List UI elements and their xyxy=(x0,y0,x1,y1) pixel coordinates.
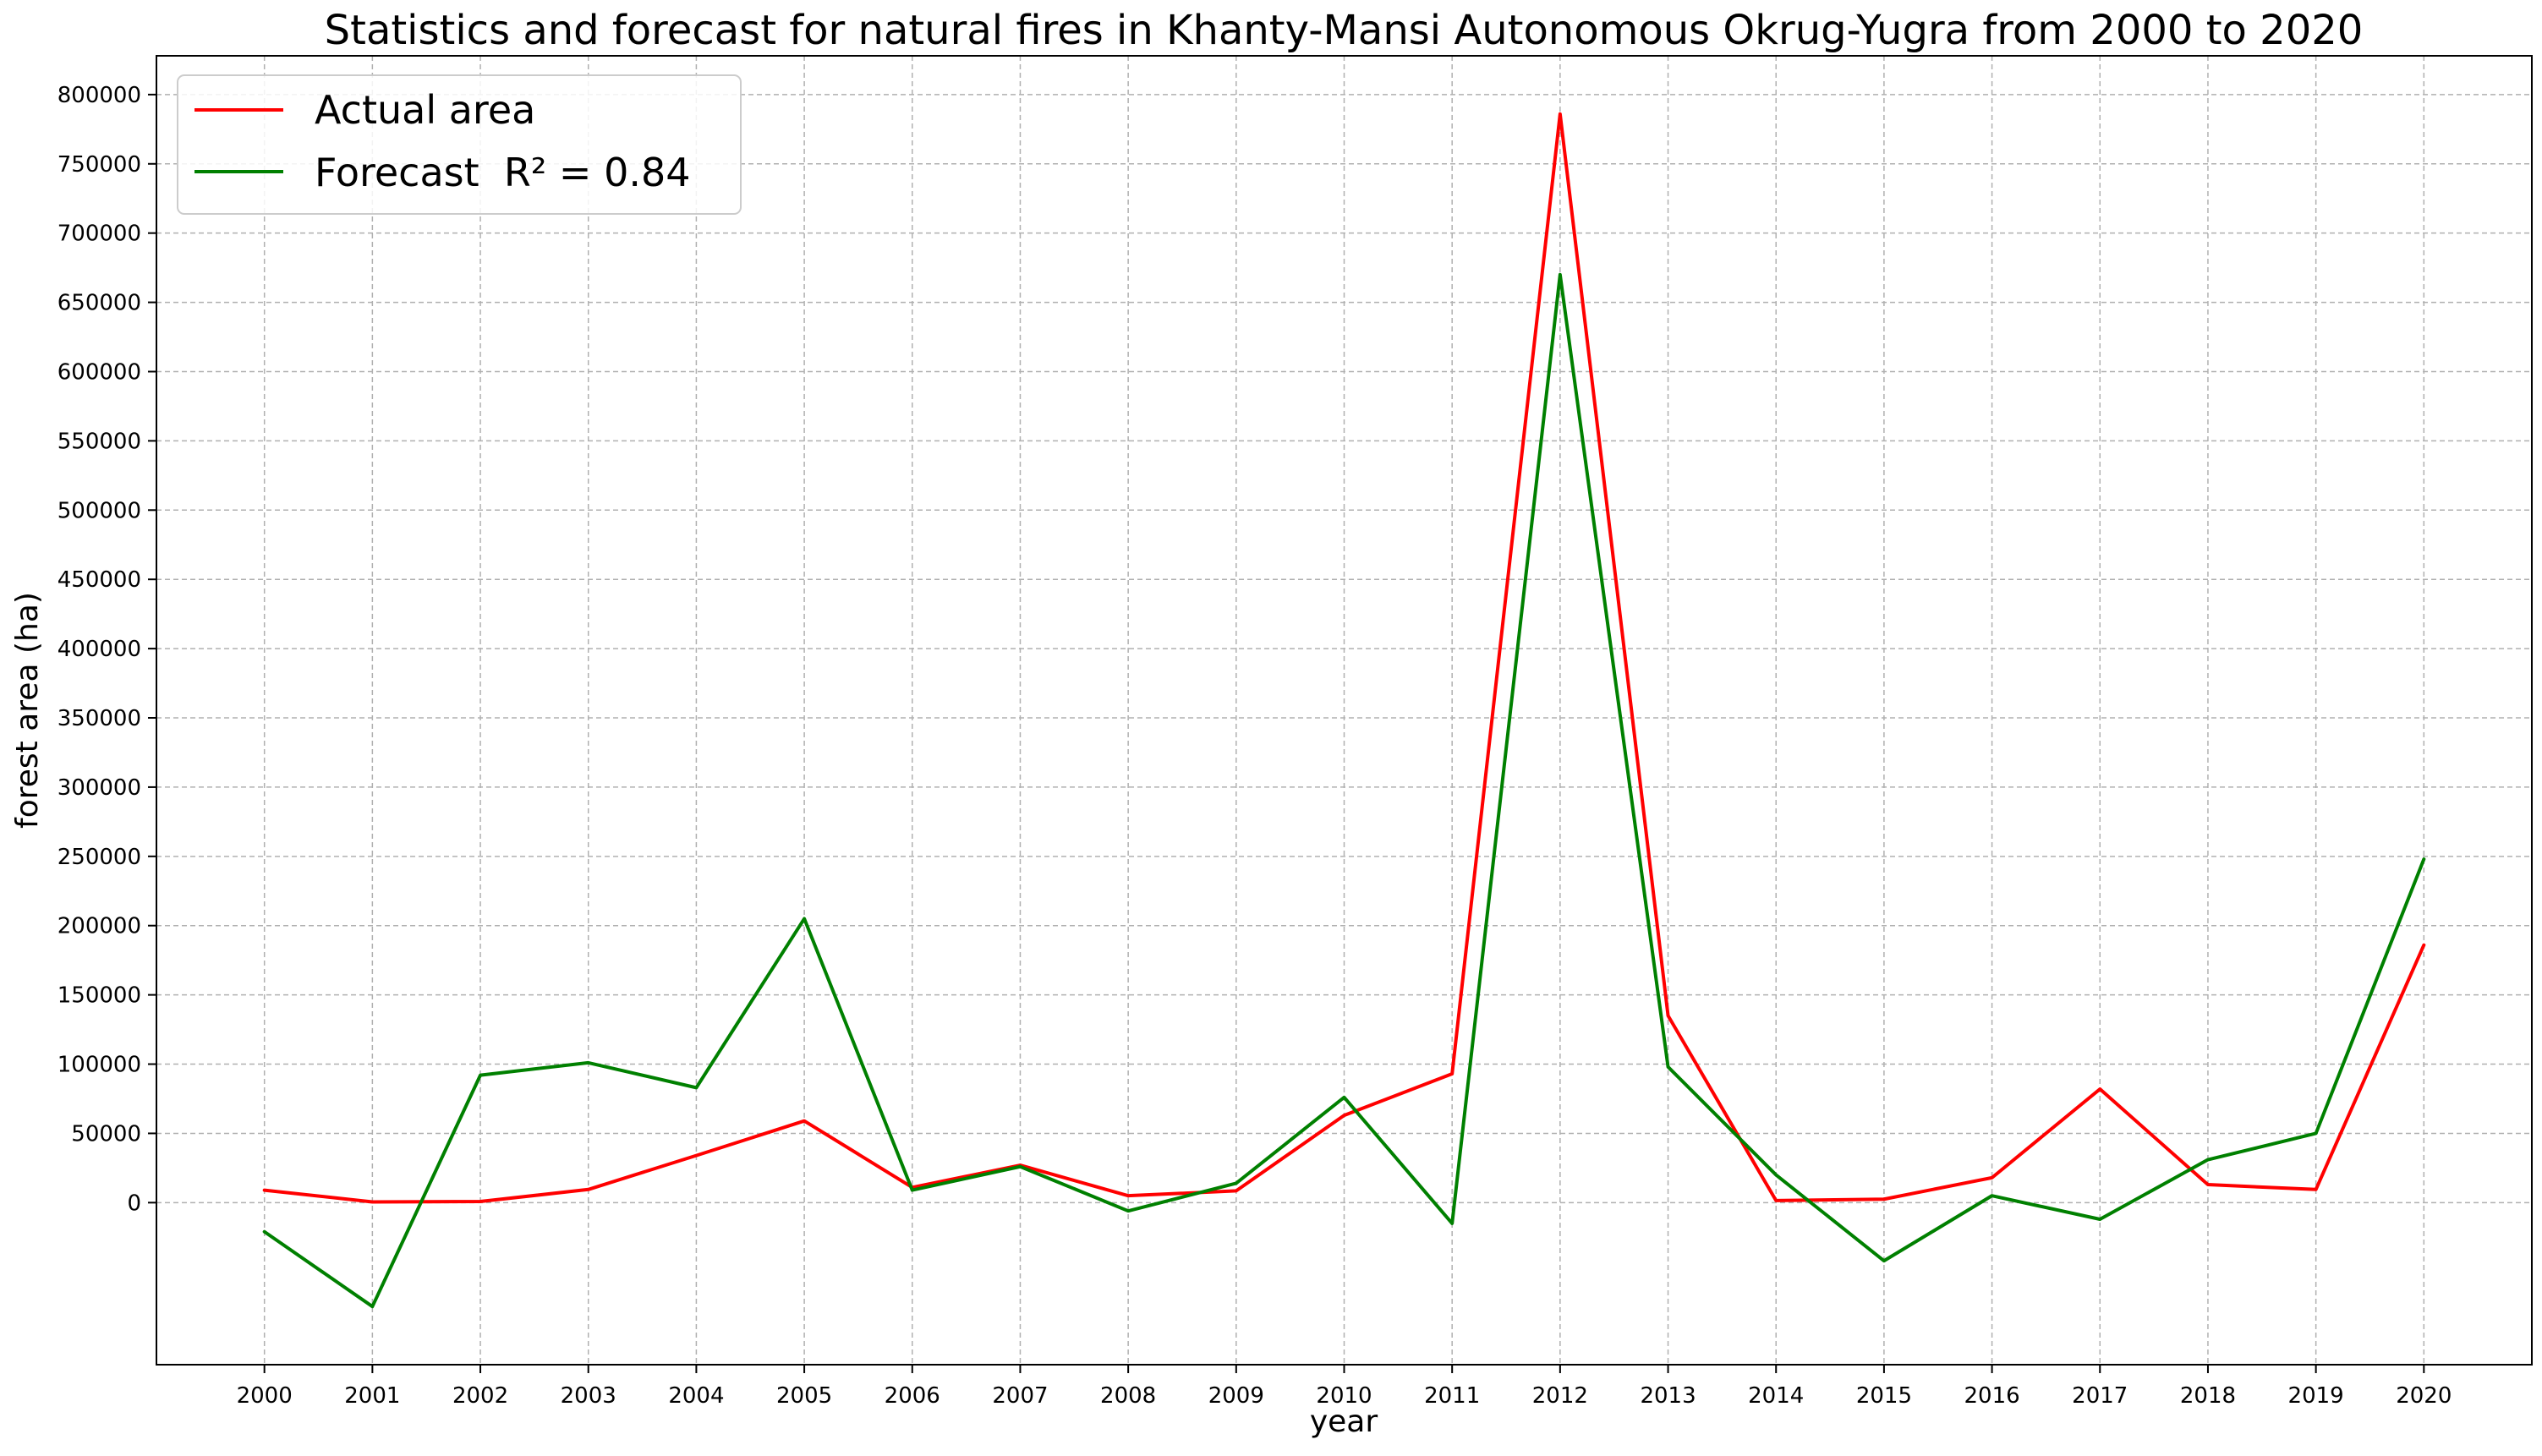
y-tick-label: 600000 xyxy=(58,359,141,385)
x-tick-label: 2017 xyxy=(2072,1383,2128,1409)
y-axis-label: forest area (ha) xyxy=(10,592,45,829)
legend-label-actual-area: Actual area xyxy=(315,87,535,133)
x-tick-label: 2002 xyxy=(452,1383,508,1409)
y-tick-label: 350000 xyxy=(58,706,141,731)
x-tick-label: 2020 xyxy=(2396,1383,2452,1409)
x-tick-label: 2011 xyxy=(1424,1383,1480,1409)
x-tick-label: 2004 xyxy=(668,1383,724,1409)
legend-box xyxy=(177,74,742,215)
y-tick-label: 50000 xyxy=(71,1121,141,1147)
y-tick-label: 150000 xyxy=(58,983,141,1009)
x-tick-label: 2000 xyxy=(237,1383,293,1409)
x-axis-ticks: 2000 2001 2002 2003 2004 2005 2006 2007 2008 2009… xyxy=(237,1365,2452,1409)
plot-area-frame xyxy=(156,55,2533,1366)
y-tick-label: 0 xyxy=(127,1191,141,1216)
y-tick-label: 450000 xyxy=(58,567,141,593)
x-tick-label: 2009 xyxy=(1208,1383,1264,1409)
data-series xyxy=(262,112,2426,1309)
y-tick-label: 400000 xyxy=(58,637,141,662)
legend-label-forecast: Forecast R² = 0.84 xyxy=(315,150,691,195)
y-tick-label: 500000 xyxy=(58,498,141,523)
x-tick-label: 2005 xyxy=(776,1383,832,1409)
y-tick-label: 250000 xyxy=(58,845,141,870)
y-tick-label: 100000 xyxy=(58,1053,141,1078)
x-axis-label: year xyxy=(1310,1404,1378,1439)
x-tick-label: 2006 xyxy=(885,1383,940,1409)
x-tick-label: 2019 xyxy=(2288,1383,2344,1409)
y-tick-label: 750000 xyxy=(58,152,141,178)
x-tick-label: 2012 xyxy=(1532,1383,1588,1409)
x-tick-label: 2008 xyxy=(1100,1383,1156,1409)
x-tick-label: 2016 xyxy=(1964,1383,2020,1409)
x-tick-label: 2013 xyxy=(1640,1383,1696,1409)
y-tick-label: 800000 xyxy=(58,83,141,108)
y-axis-ticks: 0 50000 100000 150000 200000 250000 300000 3500… xyxy=(58,83,156,1216)
legend: Actual area Forecast R² = 0.84 xyxy=(177,74,742,215)
y-tick-label: 700000 xyxy=(58,222,141,247)
x-tick-label: 2001 xyxy=(344,1383,400,1409)
x-tick-label: 2014 xyxy=(1748,1383,1804,1409)
grid-lines xyxy=(156,56,2532,1365)
x-tick-label: 2015 xyxy=(1856,1383,1912,1409)
y-tick-label: 200000 xyxy=(58,914,141,939)
y-tick-label: 300000 xyxy=(58,775,141,801)
y-tick-label: 650000 xyxy=(58,291,141,316)
x-tick-label: 2010 xyxy=(1316,1383,1372,1409)
x-tick-label: 2003 xyxy=(561,1383,616,1409)
x-tick-label: 2007 xyxy=(992,1383,1048,1409)
chart-title: Statistics and forecast for natural fire… xyxy=(325,7,2364,54)
x-tick-label: 2018 xyxy=(2180,1383,2236,1409)
y-tick-label: 550000 xyxy=(58,429,141,454)
